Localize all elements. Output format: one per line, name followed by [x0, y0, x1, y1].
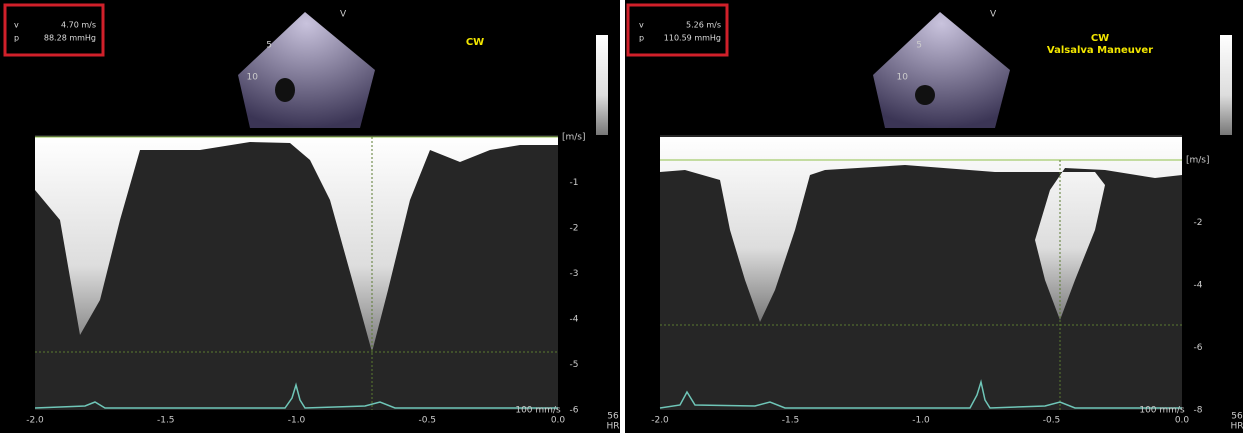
sector-label: V: [340, 10, 347, 20]
measure-label: v: [639, 21, 644, 30]
x-tick-label: -1.0: [288, 416, 306, 426]
x-tick-label: 0.0: [551, 416, 566, 426]
chamber: [275, 78, 295, 102]
doppler-envelope: [35, 137, 558, 352]
x-tick-label: -2.0: [26, 416, 44, 426]
x-tick-label: -0.5: [418, 416, 436, 426]
y-tick-label: -4: [1194, 281, 1203, 291]
depth-tick: 5: [916, 41, 922, 51]
y-tick-label: -3: [570, 269, 579, 279]
depth-tick: 10: [247, 73, 259, 83]
x-tick-label: -1.5: [157, 416, 175, 426]
chamber: [915, 85, 935, 105]
heart-rate-label: HR: [1230, 422, 1243, 432]
measure-label: p: [14, 34, 19, 43]
echo-sector: [873, 12, 1010, 128]
sweep-speed: 100 mm/s: [515, 406, 561, 416]
y-tick-label: -5: [570, 360, 579, 370]
x-tick-label: 0.0: [1175, 416, 1190, 426]
ecg-trace: [34, 382, 558, 409]
y-tick-label: -6: [1194, 343, 1203, 353]
x-tick-label: -2.0: [651, 416, 669, 426]
gray-scale-bar: [1220, 35, 1232, 135]
mode-label: CW: [466, 37, 484, 48]
y-tick-label: -4: [570, 315, 579, 325]
sweep-speed: 100 mm/s: [1139, 406, 1185, 416]
heart-rate: 56: [607, 412, 619, 422]
y-tick-label: -6: [570, 406, 579, 416]
y-tick-label: -2: [570, 224, 579, 234]
panel: v 4.70 m/s p 88.28 mmHg V 5 10 CW [m/s] -1 -2 -3 -4 -…: [0, 0, 620, 433]
unit-label: [m/s]: [562, 133, 586, 143]
heart-rate-label: HR: [606, 422, 619, 432]
measure-value: 4.70 m/s: [61, 21, 96, 30]
unit-label: [m/s]: [1186, 156, 1210, 166]
doppler-envelope: [660, 137, 1182, 322]
y-tick-label: -1: [570, 178, 579, 188]
depth-tick: 10: [897, 73, 909, 83]
measure-value: 88.28 mmHg: [44, 34, 96, 43]
heart-rate: 56: [1231, 412, 1243, 422]
x-tick-label: -1.0: [912, 416, 930, 426]
echo-sector: [238, 12, 375, 128]
x-tick-label: -1.5: [782, 416, 800, 426]
gray-scale-bar: [596, 35, 608, 135]
measure-value: 5.26 m/s: [686, 21, 721, 30]
sector-label: V: [990, 10, 997, 20]
ecg-trace: [659, 379, 1182, 409]
y-tick-label: -8: [1194, 406, 1203, 416]
mode-label: Valsalva Maneuver: [1047, 45, 1153, 56]
x-tick-label: -0.5: [1043, 416, 1061, 426]
depth-tick: 5: [266, 41, 272, 51]
mode-label: CW: [1091, 33, 1109, 44]
measure-value: 110.59 mmHg: [664, 34, 721, 43]
measure-label: p: [639, 34, 644, 43]
measure-label: v: [14, 21, 19, 30]
y-tick-label: -2: [1194, 218, 1203, 228]
highlight-box: [3, 3, 105, 57]
highlight-box: [626, 3, 729, 57]
